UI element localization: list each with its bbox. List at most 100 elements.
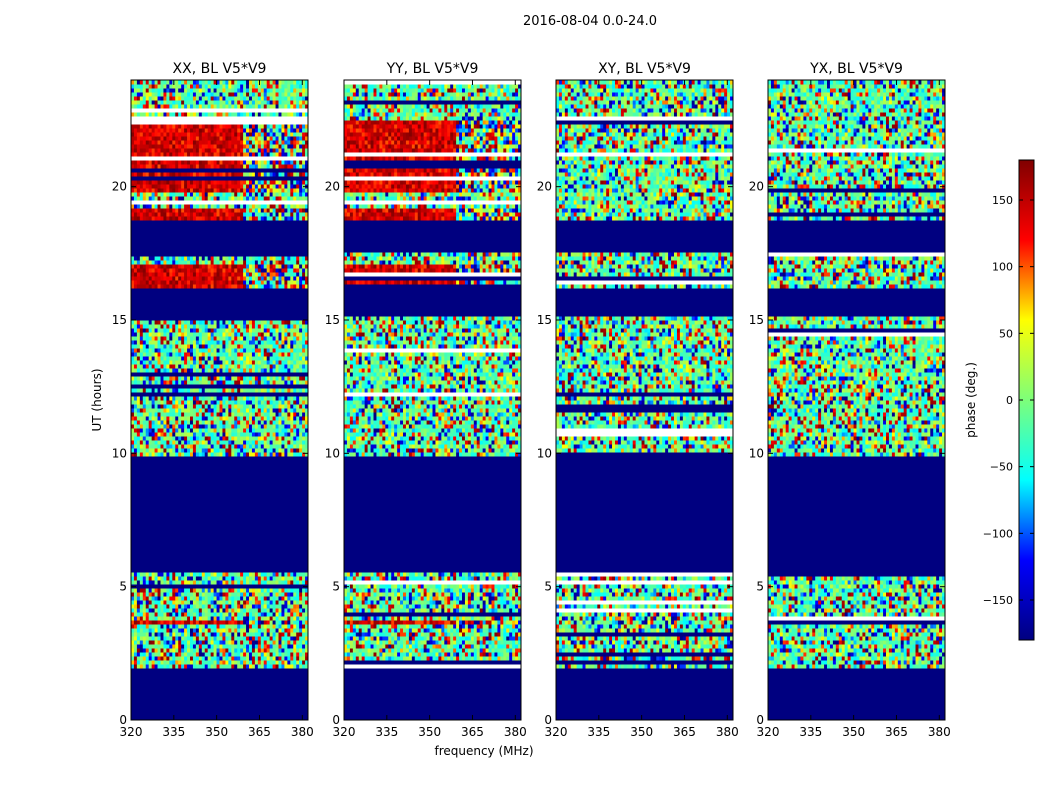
heatmap-cell [131,172,135,177]
heatmap-cell [169,332,173,337]
heatmap-cell [240,320,244,325]
heatmap-cell [231,360,235,365]
heatmap-cell [254,132,259,137]
heatmap-cell [290,336,294,341]
heatmap-cell [133,652,138,657]
heatmap-cell [160,608,164,613]
heatmap-cell [151,416,155,421]
heatmap-cell [237,632,241,637]
heatmap-cell [234,428,238,433]
heatmap-cell [246,348,250,353]
heatmap-cell [210,344,214,349]
heatmap-cell [299,588,303,593]
heatmap-cell [228,344,232,349]
heatmap-cell [178,320,182,325]
heatmap-cell [136,608,141,613]
heatmap-cell [157,216,161,221]
heatmap-cell [154,136,158,141]
heatmap-cell [228,192,232,197]
heatmap-cell [145,352,150,357]
heatmap-cell [237,180,241,185]
heatmap-cell [290,424,294,429]
heatmap-cell [154,132,158,137]
heatmap-cell [257,260,262,265]
heatmap-cell [195,440,200,445]
heatmap-cell [257,448,262,453]
heatmap-cell [263,660,268,665]
flagged-row [131,508,308,513]
heatmap-cell [210,652,214,657]
heatmap-cell [181,264,185,269]
heatmap-cell [260,632,265,637]
heatmap-cell [266,400,271,405]
heatmap-cell [184,216,188,221]
heatmap-cell [281,136,285,141]
heatmap-cell [166,260,170,265]
heatmap-cell [133,140,138,145]
heatmap-cell [272,588,276,593]
heatmap-cell [204,148,209,153]
heatmap-cell [240,624,244,629]
heatmap-cell [145,216,150,221]
heatmap-cell [225,356,229,361]
heatmap-cell [293,452,297,457]
heatmap-cell [142,452,147,457]
heatmap-cell [275,272,279,277]
heatmap-cell [231,420,235,425]
heatmap-cell [210,172,214,177]
heatmap-cell [234,444,238,449]
heatmap-cell [305,140,309,145]
heatmap-cell [201,412,206,417]
heatmap-cell [293,420,297,425]
heatmap-cell [237,364,241,369]
heatmap-cell [131,188,135,193]
heatmap-cell [178,404,182,409]
heatmap-cell [187,324,191,329]
heatmap-cell [254,572,259,577]
heatmap-cell [225,188,229,193]
heatmap-cell [249,136,253,141]
heatmap-cell [219,580,223,585]
heatmap-cell [133,632,138,637]
heatmap-cell [219,640,223,645]
heatmap-cell [278,140,282,145]
heatmap-cell [166,132,170,137]
heatmap-cell [192,320,197,325]
heatmap-cell [190,628,194,633]
heatmap-cell [207,640,212,645]
heatmap-cell [187,624,191,629]
heatmap-cell [275,268,279,273]
heatmap-cell [178,144,182,149]
heatmap-cell [225,444,229,449]
heatmap-cell [154,440,158,445]
heatmap-cell [225,172,229,177]
heatmap-cell [136,428,141,433]
heatmap-cell [204,272,209,277]
heatmap-cell [287,624,291,629]
heatmap-cell [269,636,273,641]
heatmap-cell [198,264,203,269]
heatmap-cell [216,208,220,213]
heatmap-cell [237,420,241,425]
heatmap-cell [234,204,238,209]
heatmap-cell [172,580,176,585]
heatmap-cell [246,400,250,405]
heatmap-cell [281,436,285,441]
heatmap-cell [204,648,209,653]
heatmap-cell [278,580,282,585]
heatmap-cell [142,604,147,609]
heatmap-cell [275,140,279,145]
heatmap-cell [246,352,250,357]
heatmap-cell [225,180,229,185]
heatmap-cell [201,172,206,177]
heatmap-cell [210,360,214,365]
heatmap-cell [257,620,262,625]
heatmap-cell [204,208,209,213]
heatmap-cell [192,436,197,441]
heatmap-cell [198,360,203,365]
heatmap-cell [240,412,244,417]
heatmap-cell [266,320,271,325]
heatmap-cell [154,664,158,669]
heatmap-cell [272,132,276,137]
heatmap-cell [213,124,217,129]
